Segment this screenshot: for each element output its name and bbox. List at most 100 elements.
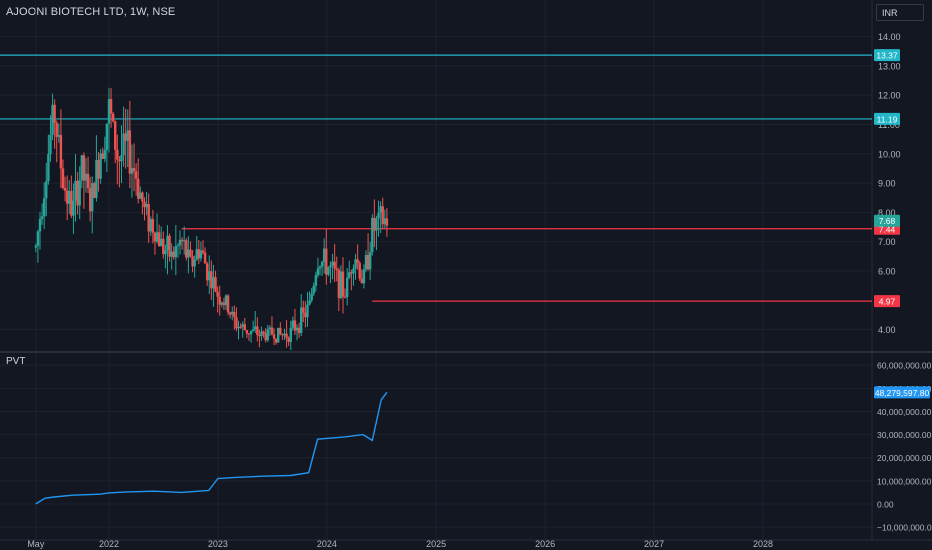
candle — [197, 240, 201, 265]
candle-body — [149, 218, 152, 232]
candle-body — [105, 123, 109, 150]
candle — [124, 108, 127, 169]
candle — [74, 154, 77, 222]
candle — [137, 158, 140, 204]
candle — [97, 152, 100, 192]
candle-body — [42, 198, 46, 217]
candle — [373, 199, 376, 248]
candle-body — [189, 249, 192, 257]
candle — [237, 320, 240, 340]
candle — [212, 264, 215, 307]
hline-badge-4.97-bg — [874, 295, 900, 308]
candle-body — [114, 121, 117, 150]
candle-body — [93, 183, 96, 198]
candle — [289, 320, 292, 351]
candle — [241, 321, 244, 338]
candle-body — [84, 173, 88, 181]
candle — [287, 336, 290, 346]
candle-body — [304, 312, 307, 318]
candle-body — [59, 134, 63, 169]
candle — [166, 225, 169, 275]
candle — [379, 201, 382, 233]
candle-body — [249, 330, 253, 335]
candle-body — [222, 302, 226, 306]
candle-body — [371, 217, 374, 253]
candle-body — [143, 201, 146, 208]
candle — [205, 261, 209, 286]
candle — [141, 191, 144, 215]
candle-body — [199, 250, 203, 259]
candle-body — [153, 232, 157, 242]
candle — [343, 288, 347, 299]
candle-body — [224, 295, 228, 306]
candle — [268, 325, 272, 336]
candle-body — [279, 327, 282, 335]
candle-body — [314, 275, 318, 286]
candle — [385, 207, 389, 237]
candle-body — [258, 335, 261, 337]
candle-body — [272, 334, 276, 339]
candle-body — [335, 268, 338, 270]
candle-body — [251, 329, 255, 331]
candle-body — [166, 235, 169, 251]
candle-body — [241, 324, 244, 327]
last-price-badge-bg — [874, 214, 900, 227]
candle-body — [36, 231, 40, 246]
candle — [126, 109, 129, 168]
candle-body — [95, 160, 98, 198]
candle-body — [78, 180, 81, 206]
candle-body — [197, 249, 201, 259]
candle — [109, 88, 113, 128]
currency-button[interactable]: INR — [876, 4, 924, 21]
candle — [366, 233, 370, 271]
price-tick-label: 6.00 — [878, 266, 896, 276]
candle-body — [283, 333, 286, 336]
candle — [329, 261, 332, 283]
candle-body — [295, 327, 299, 331]
candle — [243, 317, 246, 331]
candle — [118, 156, 121, 188]
candle-body — [302, 307, 305, 313]
candle — [314, 271, 318, 292]
candle — [337, 267, 341, 312]
candle-body — [379, 206, 382, 213]
candle — [68, 179, 71, 214]
candle — [195, 235, 198, 261]
pvt-tick-label: 0.00 — [877, 499, 894, 509]
candle-body — [155, 232, 159, 242]
candle — [95, 135, 98, 202]
candle-body — [375, 218, 378, 231]
candle — [285, 320, 288, 348]
price-tick-label: 8.00 — [878, 208, 896, 218]
candle — [38, 211, 42, 250]
candle-body — [316, 268, 320, 276]
candle — [45, 162, 48, 217]
candle-body — [205, 263, 209, 281]
price-tick-label: 4.00 — [878, 325, 896, 335]
price-tick-label: 11.00 — [878, 120, 900, 130]
time-tick-label: 2025 — [426, 539, 446, 549]
candle-body — [122, 133, 125, 156]
candle-body — [61, 168, 65, 188]
candle — [350, 269, 353, 291]
candle — [82, 152, 86, 209]
candle-body — [343, 296, 347, 298]
candle-body — [385, 218, 389, 226]
candle — [149, 216, 152, 237]
candle — [103, 136, 106, 163]
time-tick-label: 2027 — [644, 539, 664, 549]
candle — [308, 291, 311, 306]
candle-body — [101, 153, 104, 159]
candle — [53, 99, 56, 149]
candle — [256, 317, 259, 342]
candle-body — [243, 324, 246, 331]
candle-body — [325, 248, 328, 275]
candle-body — [362, 269, 366, 284]
candle — [331, 253, 334, 280]
candle — [306, 292, 309, 327]
candle-body — [356, 259, 359, 263]
price-tick-label: 14.00 — [878, 32, 901, 42]
candle — [51, 93, 54, 141]
candle — [145, 191, 148, 216]
